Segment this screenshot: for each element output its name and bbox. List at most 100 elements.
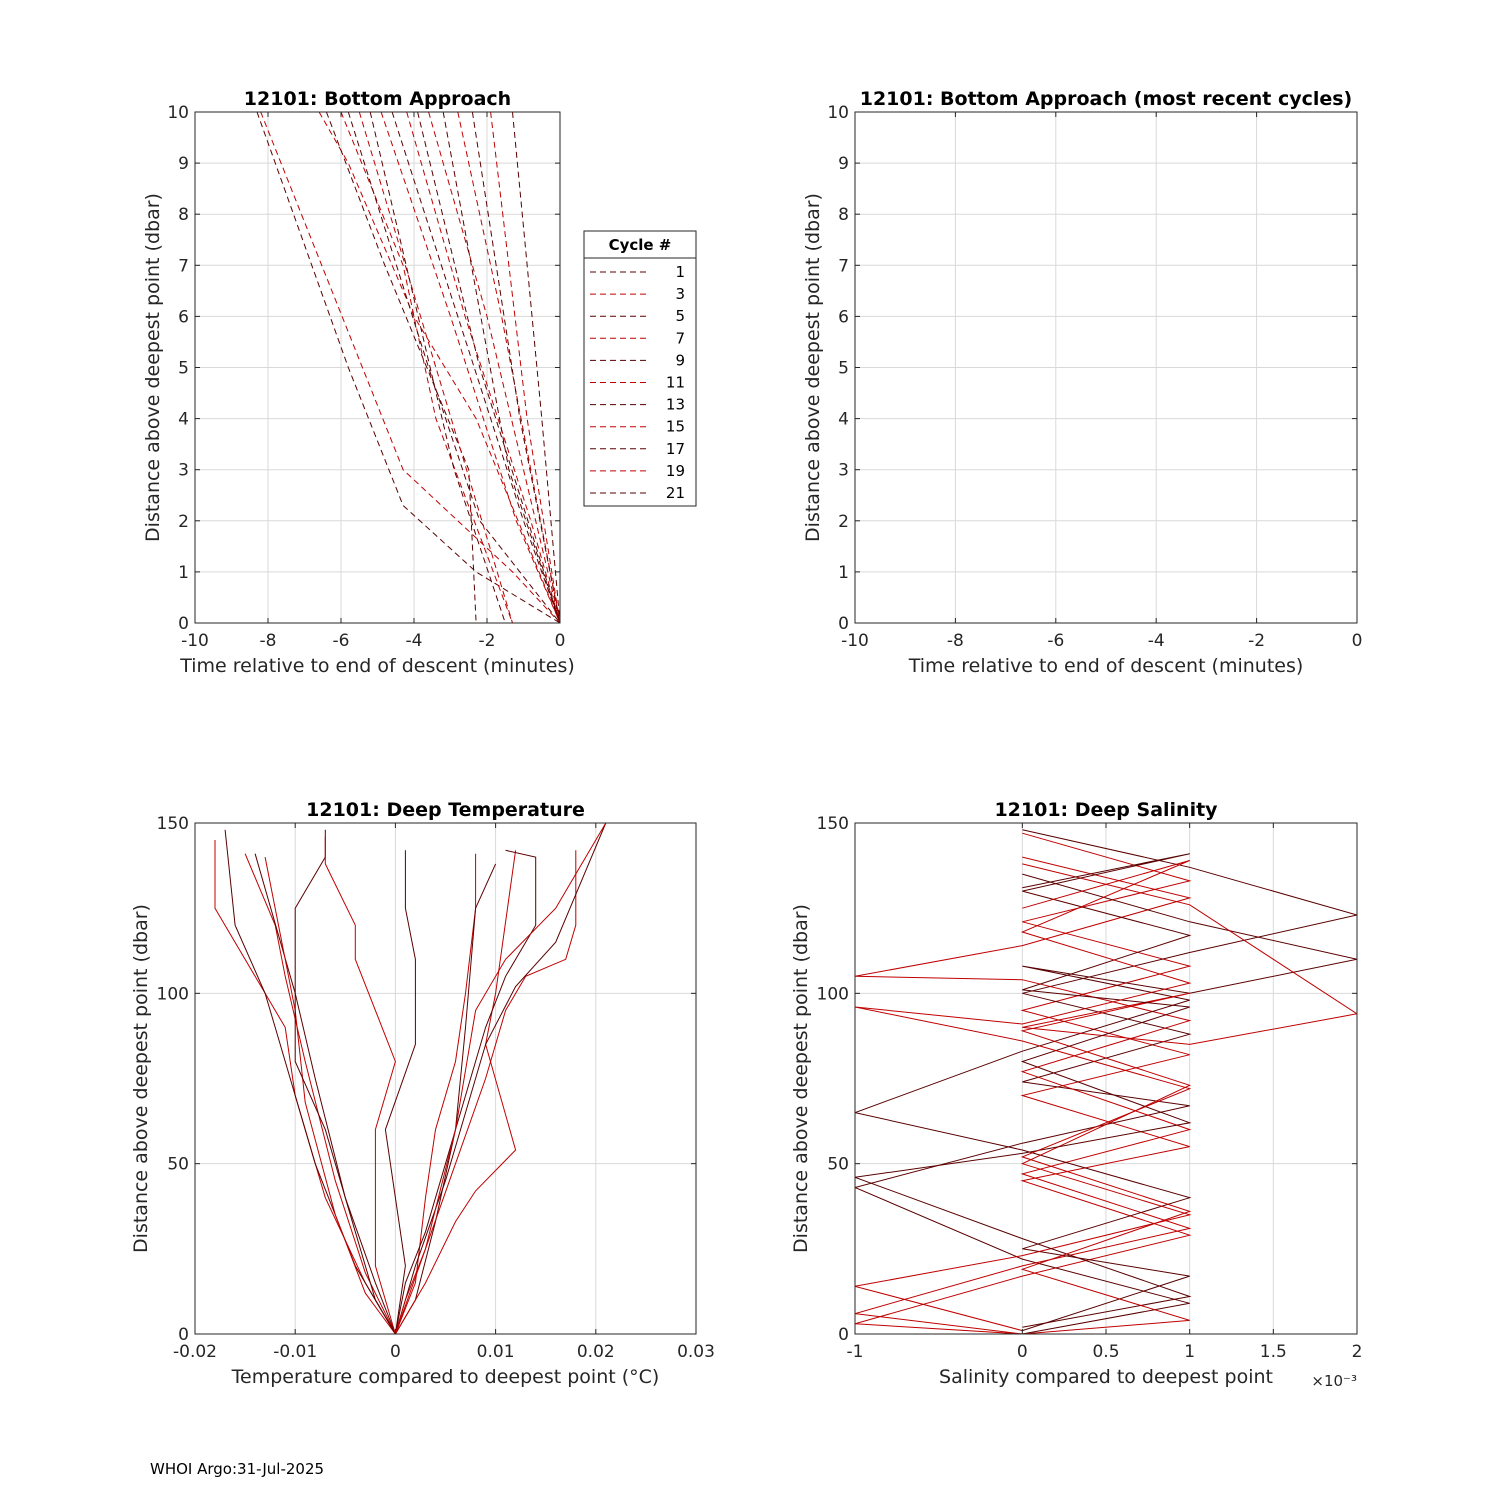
legend-entry-label: 3 <box>675 285 685 303</box>
chart-title: 12101: Bottom Approach <box>244 88 511 110</box>
series-line <box>490 112 560 623</box>
x-tick-label: -8 <box>260 631 277 651</box>
y-tick-label: 6 <box>838 307 849 327</box>
legend-entry-label: 1 <box>675 263 685 281</box>
y-tick-label: 5 <box>838 359 849 379</box>
legend-title: Cycle # <box>609 236 672 254</box>
series-line <box>855 860 1192 1334</box>
y-tick-label: 3 <box>838 461 849 481</box>
series-line <box>394 823 607 1334</box>
x-tick-label: 0.02 <box>577 1342 615 1362</box>
x-tick-label: -4 <box>1148 631 1165 651</box>
x-tick-label: 0.5 <box>1092 1342 1119 1362</box>
axes-box <box>194 822 697 1335</box>
series-group <box>855 829 1357 1334</box>
series-line <box>855 829 1357 1334</box>
series-line <box>855 873 1357 1332</box>
x-tick-label: -4 <box>406 631 423 651</box>
x-tick-label: -10 <box>181 631 209 651</box>
y-tick-label: 0 <box>178 614 189 634</box>
y-tick-label: 3 <box>178 461 189 481</box>
y-tick-label: 4 <box>178 410 189 430</box>
y-tick-label: 10 <box>827 103 849 123</box>
x-tick-label: 0 <box>390 1342 401 1362</box>
series-line <box>254 853 396 1334</box>
x-tick-label: 1.5 <box>1260 1342 1287 1362</box>
footer-stamp: WHOI Argo:31-Jul-2025 <box>150 1460 325 1478</box>
legend-entry-label: 11 <box>666 374 685 392</box>
legend-entry-label: 17 <box>666 440 685 458</box>
y-tick-label: 0 <box>838 614 849 634</box>
y-tick-label: 1 <box>838 563 849 583</box>
series-line <box>391 112 560 623</box>
y-axis-label: Distance above deepest point (dbar) <box>142 193 164 542</box>
x-tick-label: 2 <box>1352 1342 1363 1362</box>
y-tick-label: 7 <box>178 256 189 276</box>
series-line <box>855 856 1192 1334</box>
legend-entry-label: 13 <box>666 396 685 414</box>
y-tick-label: 10 <box>167 103 189 123</box>
y-tick-label: 100 <box>817 984 849 1004</box>
y-axis-label: Distance above deepest point (dbar) <box>790 904 812 1253</box>
series-line <box>417 112 560 623</box>
x-tick-label: -2 <box>1248 631 1265 651</box>
legend-entry-label: 7 <box>675 329 685 347</box>
x-tick-label: -6 <box>1047 631 1064 651</box>
chart-bottom_approach_recent: -10 -8 -6 -4 -2 0 0 1 2 3 4 5 6 7 8 9 10 12101: Bottom Ap… <box>802 88 1362 677</box>
chart-title: 12101: Deep Temperature <box>306 799 585 821</box>
y-tick-label: 150 <box>157 814 189 834</box>
y-tick-label: 9 <box>838 154 849 174</box>
series-line <box>442 112 560 623</box>
series-line <box>294 829 396 1334</box>
series-line <box>324 836 396 1334</box>
x-axis-label: Time relative to end of descent (minutes… <box>179 655 575 677</box>
y-tick-label: 2 <box>838 512 849 532</box>
x-tick-label: -1 <box>847 1342 864 1362</box>
x-tick-label: -0.01 <box>273 1342 317 1362</box>
chart-bottom_approach: -10 -8 -6 -4 -2 0 0 1 2 3 4 5 6 7 8 9 10 12101: Bottom Ap… <box>142 88 697 677</box>
series-line <box>394 823 607 1334</box>
y-tick-label: 0 <box>178 1325 189 1345</box>
series-line <box>855 832 1192 1334</box>
x-tick-label: 1 <box>1184 1342 1195 1362</box>
y-tick-label: 0 <box>838 1325 849 1345</box>
legend-entry-label: 5 <box>675 307 685 325</box>
series-line <box>214 840 396 1334</box>
x-exponent-label: ×10⁻³ <box>1311 1372 1357 1390</box>
legend-entry-label: 19 <box>666 462 685 480</box>
x-axis-label: Temperature compared to deepest point (°… <box>231 1366 660 1388</box>
y-tick-label: 8 <box>838 205 849 225</box>
y-axis-label: Distance above deepest point (dbar) <box>802 193 824 542</box>
series-line <box>369 112 506 623</box>
y-tick-label: 8 <box>178 205 189 225</box>
x-tick-label: -8 <box>947 631 964 651</box>
legend-box <box>583 230 697 507</box>
series-line <box>428 112 560 623</box>
series-line <box>394 849 537 1334</box>
series-group <box>256 112 560 623</box>
x-tick-label: 0 <box>1017 1342 1028 1362</box>
series-line <box>325 112 477 623</box>
series-line <box>260 112 560 623</box>
y-tick-label: 50 <box>167 1155 189 1175</box>
legend-entry-label: 21 <box>666 484 685 502</box>
chart-title: 12101: Bottom Approach (most recent cycl… <box>860 88 1353 110</box>
x-tick-label: -2 <box>479 631 496 651</box>
x-tick-label: 0 <box>1352 631 1363 651</box>
series-line <box>512 112 560 623</box>
x-tick-label: -10 <box>841 631 869 651</box>
x-axis-label: Time relative to end of descent (minutes… <box>908 655 1304 677</box>
legend-entry-label: 9 <box>675 351 685 369</box>
series-line <box>318 112 560 623</box>
series-line <box>244 853 396 1334</box>
y-tick-label: 100 <box>157 984 189 1004</box>
chart-deep_temperature: -0.02 -0.01 0 0.01 0.02 0.03 0 50 100 150 12101: D… <box>130 799 715 1388</box>
x-tick-label: 0 <box>555 631 566 651</box>
y-tick-label: 6 <box>178 307 189 327</box>
series-line <box>394 850 577 1334</box>
series-line <box>384 850 416 1334</box>
series-line <box>855 863 1357 1332</box>
series-line <box>406 112 560 623</box>
